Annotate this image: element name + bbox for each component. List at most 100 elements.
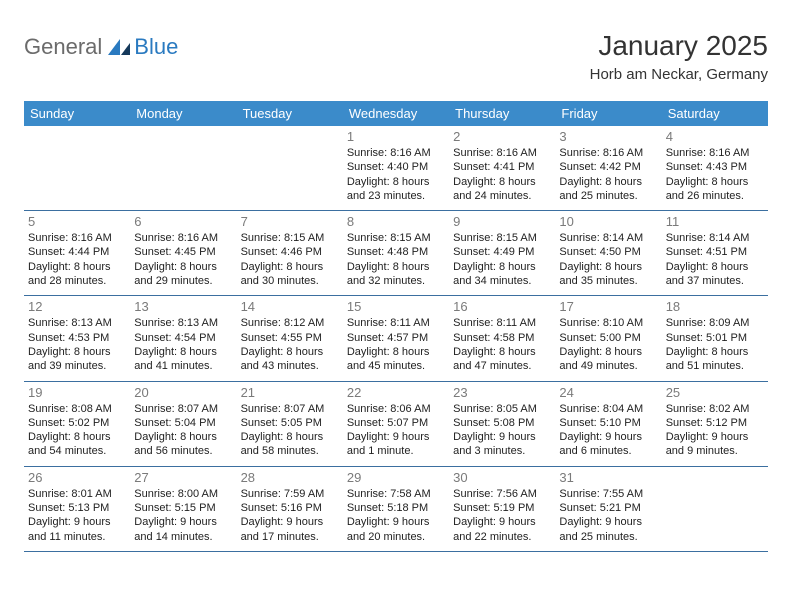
- logo-sail-icon: [106, 37, 132, 57]
- info-line: and 56 minutes.: [134, 444, 232, 458]
- info-line: Daylight: 8 hours: [28, 430, 126, 444]
- info-line: Sunset: 4:43 PM: [666, 160, 764, 174]
- info-line: Daylight: 9 hours: [666, 430, 764, 444]
- day-info: Sunrise: 8:06 AMSunset: 5:07 PMDaylight:…: [347, 402, 445, 459]
- day-cell: 7Sunrise: 8:15 AMSunset: 4:46 PMDaylight…: [237, 211, 343, 296]
- info-line: Sunset: 4:49 PM: [453, 245, 551, 259]
- calendar-row: 12Sunrise: 8:13 AMSunset: 4:53 PMDayligh…: [24, 296, 768, 381]
- day-number: 16: [453, 299, 551, 314]
- day-info: Sunrise: 8:11 AMSunset: 4:58 PMDaylight:…: [453, 316, 551, 373]
- day-cell: 15Sunrise: 8:11 AMSunset: 4:57 PMDayligh…: [343, 296, 449, 381]
- day-cell: 20Sunrise: 8:07 AMSunset: 5:04 PMDayligh…: [130, 381, 236, 466]
- info-line: and 9 minutes.: [666, 444, 764, 458]
- info-line: Sunset: 5:05 PM: [241, 416, 339, 430]
- info-line: Sunrise: 7:58 AM: [347, 487, 445, 501]
- info-line: and 22 minutes.: [453, 530, 551, 544]
- header: General Blue January 2025 Horb am Neckar…: [24, 30, 768, 83]
- day-number: 3: [559, 129, 657, 144]
- day-number: 19: [28, 385, 126, 400]
- info-line: Daylight: 8 hours: [559, 345, 657, 359]
- day-cell: 14Sunrise: 8:12 AMSunset: 4:55 PMDayligh…: [237, 296, 343, 381]
- info-line: Daylight: 9 hours: [453, 430, 551, 444]
- info-line: Sunset: 5:10 PM: [559, 416, 657, 430]
- day-number: 31: [559, 470, 657, 485]
- info-line: Sunrise: 8:01 AM: [28, 487, 126, 501]
- info-line: and 43 minutes.: [241, 359, 339, 373]
- weekday-header-row: Sunday Monday Tuesday Wednesday Thursday…: [24, 101, 768, 126]
- info-line: Daylight: 8 hours: [241, 430, 339, 444]
- info-line: and 37 minutes.: [666, 274, 764, 288]
- info-line: Sunrise: 8:16 AM: [559, 146, 657, 160]
- info-line: and 28 minutes.: [28, 274, 126, 288]
- info-line: Daylight: 9 hours: [241, 515, 339, 529]
- day-cell: 5Sunrise: 8:16 AMSunset: 4:44 PMDaylight…: [24, 211, 130, 296]
- day-cell: 25Sunrise: 8:02 AMSunset: 5:12 PMDayligh…: [662, 381, 768, 466]
- weekday-header: Monday: [130, 101, 236, 126]
- day-number: 11: [666, 214, 764, 229]
- calendar-page: General Blue January 2025 Horb am Neckar…: [0, 0, 792, 612]
- info-line: Sunrise: 8:07 AM: [134, 402, 232, 416]
- info-line: and 47 minutes.: [453, 359, 551, 373]
- day-number: 14: [241, 299, 339, 314]
- day-info: Sunrise: 8:05 AMSunset: 5:08 PMDaylight:…: [453, 402, 551, 459]
- info-line: and 1 minute.: [347, 444, 445, 458]
- day-cell: 23Sunrise: 8:05 AMSunset: 5:08 PMDayligh…: [449, 381, 555, 466]
- day-info: Sunrise: 8:01 AMSunset: 5:13 PMDaylight:…: [28, 487, 126, 544]
- day-info: Sunrise: 8:16 AMSunset: 4:42 PMDaylight:…: [559, 146, 657, 203]
- day-info: Sunrise: 8:02 AMSunset: 5:12 PMDaylight:…: [666, 402, 764, 459]
- day-cell: 13Sunrise: 8:13 AMSunset: 4:54 PMDayligh…: [130, 296, 236, 381]
- logo-text-general: General: [24, 34, 102, 60]
- info-line: Sunset: 5:01 PM: [666, 331, 764, 345]
- day-info: Sunrise: 8:15 AMSunset: 4:46 PMDaylight:…: [241, 231, 339, 288]
- day-cell: 12Sunrise: 8:13 AMSunset: 4:53 PMDayligh…: [24, 296, 130, 381]
- info-line: Sunrise: 8:14 AM: [559, 231, 657, 245]
- info-line: Sunrise: 8:08 AM: [28, 402, 126, 416]
- info-line: Daylight: 9 hours: [28, 515, 126, 529]
- day-cell: 22Sunrise: 8:06 AMSunset: 5:07 PMDayligh…: [343, 381, 449, 466]
- info-line: Sunset: 4:55 PM: [241, 331, 339, 345]
- day-number: 12: [28, 299, 126, 314]
- info-line: Daylight: 9 hours: [134, 515, 232, 529]
- info-line: and 25 minutes.: [559, 189, 657, 203]
- day-number: 24: [559, 385, 657, 400]
- day-number: 28: [241, 470, 339, 485]
- day-info: Sunrise: 7:56 AMSunset: 5:19 PMDaylight:…: [453, 487, 551, 544]
- info-line: Sunset: 4:46 PM: [241, 245, 339, 259]
- day-cell: 4Sunrise: 8:16 AMSunset: 4:43 PMDaylight…: [662, 126, 768, 211]
- info-line: Daylight: 9 hours: [559, 515, 657, 529]
- info-line: and 39 minutes.: [28, 359, 126, 373]
- weekday-header: Wednesday: [343, 101, 449, 126]
- info-line: and 41 minutes.: [134, 359, 232, 373]
- day-info: Sunrise: 8:16 AMSunset: 4:45 PMDaylight:…: [134, 231, 232, 288]
- day-number: 1: [347, 129, 445, 144]
- info-line: Sunrise: 8:05 AM: [453, 402, 551, 416]
- day-cell: 10Sunrise: 8:14 AMSunset: 4:50 PMDayligh…: [555, 211, 661, 296]
- day-cell: 3 Sunrise: 8:16 AMSunset: 4:42 PMDaylight…: [555, 126, 661, 211]
- info-line: and 11 minutes.: [28, 530, 126, 544]
- day-number: 18: [666, 299, 764, 314]
- day-number: 29: [347, 470, 445, 485]
- info-line: Daylight: 8 hours: [134, 430, 232, 444]
- info-line: Sunrise: 8:16 AM: [666, 146, 764, 160]
- logo: General Blue: [24, 30, 178, 60]
- info-line: Sunset: 5:02 PM: [28, 416, 126, 430]
- weekday-header: Thursday: [449, 101, 555, 126]
- day-cell: 29Sunrise: 7:58 AMSunset: 5:18 PMDayligh…: [343, 466, 449, 551]
- info-line: Sunrise: 8:13 AM: [134, 316, 232, 330]
- info-line: Sunset: 5:15 PM: [134, 501, 232, 515]
- info-line: and 35 minutes.: [559, 274, 657, 288]
- title-block: January 2025 Horb am Neckar, Germany: [590, 30, 768, 83]
- day-info: Sunrise: 8:07 AMSunset: 5:04 PMDaylight:…: [134, 402, 232, 459]
- info-line: Sunrise: 8:16 AM: [134, 231, 232, 245]
- day-cell: 21Sunrise: 8:07 AMSunset: 5:05 PMDayligh…: [237, 381, 343, 466]
- info-line: Sunset: 4:57 PM: [347, 331, 445, 345]
- info-line: Sunrise: 8:13 AM: [28, 316, 126, 330]
- calendar-row: 26Sunrise: 8:01 AMSunset: 5:13 PMDayligh…: [24, 466, 768, 551]
- day-cell: 6Sunrise: 8:16 AMSunset: 4:45 PMDaylight…: [130, 211, 236, 296]
- day-info: Sunrise: 8:14 AMSunset: 4:51 PMDaylight:…: [666, 231, 764, 288]
- day-info: Sunrise: 8:16 AMSunset: 4:43 PMDaylight:…: [666, 146, 764, 203]
- info-line: Sunrise: 8:02 AM: [666, 402, 764, 416]
- weekday-header: Friday: [555, 101, 661, 126]
- day-number: 5: [28, 214, 126, 229]
- info-line: and 51 minutes.: [666, 359, 764, 373]
